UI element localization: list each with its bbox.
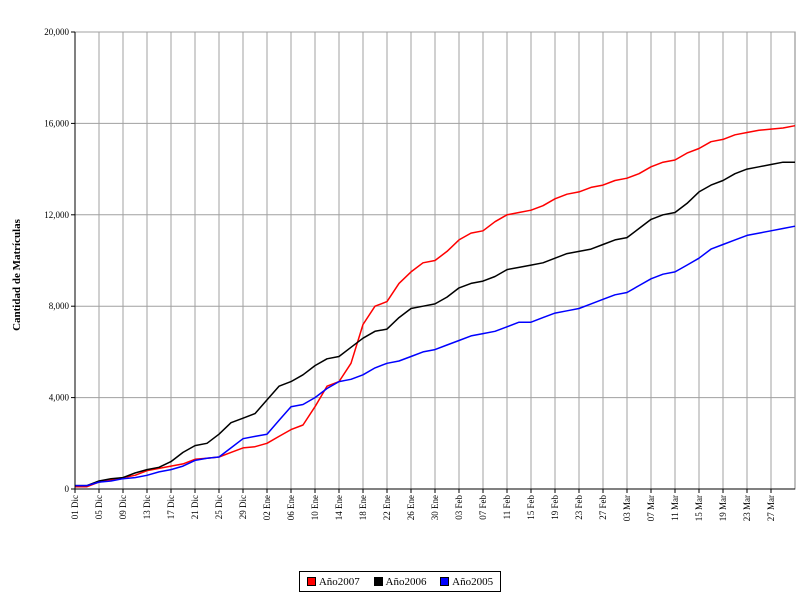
legend-swatch-blue <box>440 577 450 586</box>
x-tick-label: 07 Feb <box>478 495 488 520</box>
x-tick-label: 07 Mar <box>646 495 656 521</box>
legend-item-2007: Año2007 <box>306 575 360 588</box>
y-tick-label: 12,000 <box>44 210 69 220</box>
x-tick-label: 06 Ene <box>286 495 296 520</box>
x-tick-label: 15 Mar <box>694 495 704 521</box>
x-tick-label: 11 Mar <box>670 495 680 521</box>
series-line-a-o2005 <box>75 225 796 487</box>
y-tick-label: 20,000 <box>44 27 69 37</box>
y-tick-label: 4,000 <box>49 393 70 403</box>
y-tick-label: 8,000 <box>49 301 70 311</box>
legend-swatch-red <box>306 577 316 586</box>
y-axis-label: Cantidad de Matrículas <box>11 218 23 331</box>
x-tick-label: 09 Dic <box>118 495 128 519</box>
x-tick-label: 21 Dic <box>190 495 200 519</box>
x-tick-label: 05 Dic <box>94 495 104 519</box>
legend-item-2006: Año2006 <box>373 575 427 588</box>
x-tick-label: 27 Mar <box>766 495 776 521</box>
x-tick-label: 03 Mar <box>622 495 632 521</box>
x-tick-label: 03 Feb <box>454 495 464 520</box>
y-tick-label: 16,000 <box>44 118 69 128</box>
series-lines <box>75 124 796 488</box>
series-line-a-o2007 <box>75 124 796 488</box>
legend-item-2005: Año2005 <box>440 576 493 588</box>
x-tick-label: 11 Feb <box>502 495 512 520</box>
legend-label: Año2006 <box>385 575 427 588</box>
x-tick-label: 19 Feb <box>550 495 560 520</box>
x-tick-label: 22 Ene <box>382 495 392 520</box>
x-tick-label: 27 Feb <box>598 495 608 520</box>
x-tick-label: 23 Mar <box>742 495 752 521</box>
x-tick-label: 23 Feb <box>574 495 584 520</box>
series-line-a-o2006 <box>75 161 795 487</box>
x-tick-label: 25 Dic <box>214 495 224 519</box>
x-tick-label: 26 Ene <box>406 495 416 520</box>
x-tick-label: 10 Ene <box>310 495 320 520</box>
x-tick-label: 19 Mar <box>718 495 728 521</box>
x-tick-label: 18 Ene <box>358 495 368 520</box>
x-tick-label: 14 Ene <box>334 495 344 520</box>
x-tick-label: 01 Dic <box>70 495 80 519</box>
legend: Año2007 Año2006 Año2005 <box>299 571 501 592</box>
x-tick-label: 17 Dic <box>166 495 176 519</box>
x-tick-label: 29 Dic <box>238 495 248 519</box>
y-tick-label: 0 <box>65 484 70 494</box>
x-tick-label: 02 Ene <box>262 495 272 520</box>
x-axis: 01 Dic 05 Dic 09 Dic 13 Dic 17 Dic 21 Dic 25 D… <box>70 488 795 521</box>
x-tick-label: 30 Ene <box>430 495 440 520</box>
x-tick-label: 15 Feb <box>526 495 536 520</box>
legend-label: Año2007 <box>318 575 360 588</box>
x-tick-label: 13 Dic <box>142 495 152 519</box>
legend-label: Año2005 <box>452 575 494 588</box>
y-axis: 0 4,000 8,000 12,000 16,000 20,000 <box>44 27 76 494</box>
legend-swatch-black <box>373 577 383 586</box>
